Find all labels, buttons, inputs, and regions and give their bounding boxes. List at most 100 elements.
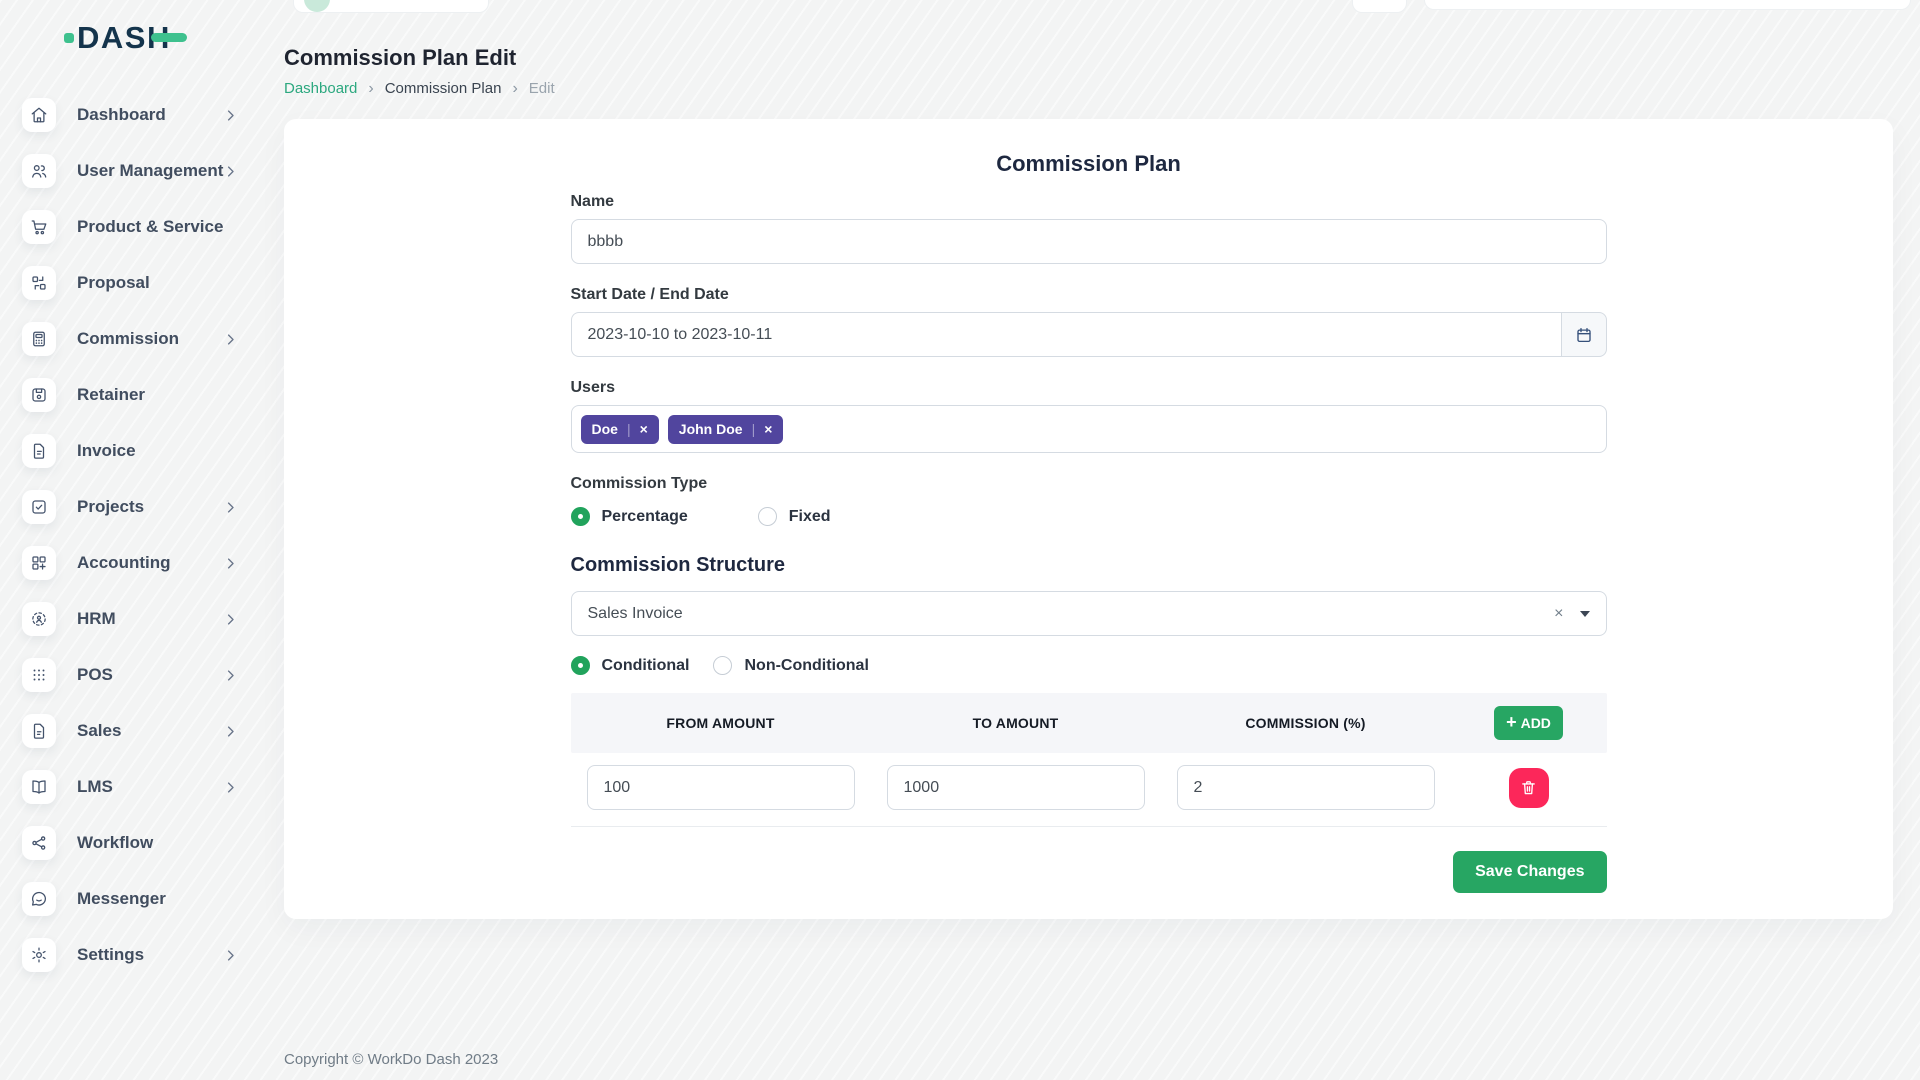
sidebar: DASH Dashboard User Management (0, 0, 255, 1080)
radio-label: Conditional (601, 656, 690, 674)
logo-accent-dot (64, 32, 74, 43)
chevron-right-icon (223, 164, 238, 179)
breadcrumb-commission-plan-link[interactable]: Commission Plan (384, 80, 502, 97)
radio-non-conditional[interactable]: Non-Conditional (713, 656, 869, 675)
sidebar-item-workflow[interactable]: Workflow (22, 815, 238, 871)
topbar-partial-widget (1424, 0, 1911, 10)
cart-icon (22, 210, 56, 244)
caret-down-icon (1579, 610, 1590, 617)
radio-conditional[interactable]: Conditional (570, 656, 690, 675)
home-icon (22, 98, 56, 132)
remove-tag-button[interactable]: × (764, 421, 773, 437)
sidebar-item-projects[interactable]: Projects (22, 479, 238, 535)
sidebar-item-label: Settings (77, 945, 145, 964)
date-range-input[interactable] (570, 312, 1561, 357)
save-changes-button[interactable]: Save Changes (1453, 851, 1607, 893)
sidebar-item-pos[interactable]: POS (22, 647, 238, 703)
hrm-icon (22, 602, 56, 636)
user-tag-label: John Doe (678, 421, 743, 437)
radio-selected-icon (570, 656, 590, 675)
pill-divider: | (626, 421, 631, 437)
sidebar-item-settings[interactable]: Settings (22, 927, 238, 983)
clear-selection-button[interactable]: × (1554, 604, 1564, 622)
sidebar-item-label: Proposal (77, 273, 150, 292)
topbar-partial-search (293, 0, 489, 13)
calculator-icon (22, 322, 56, 356)
radio-label: Non-Conditional (744, 656, 869, 674)
invoice-icon (22, 434, 56, 468)
sidebar-menu: Dashboard User Management Product & Serv… (22, 87, 255, 983)
delete-row-button[interactable] (1508, 767, 1549, 808)
column-header-to-amount: TO AMOUNT (972, 715, 1059, 731)
book-icon (22, 770, 56, 804)
radio-unselected-icon (757, 507, 777, 526)
chevron-right-icon (223, 612, 238, 627)
add-button-label: ADD (1520, 715, 1551, 731)
sidebar-item-invoice[interactable]: Invoice (22, 423, 238, 479)
sidebar-item-lms[interactable]: LMS (22, 759, 238, 815)
from-amount-input[interactable] (586, 765, 855, 810)
radio-selected-icon (570, 507, 590, 526)
sidebar-item-label: Sales (77, 721, 122, 740)
chevron-right-icon (223, 668, 238, 683)
chevron-right-icon (223, 108, 238, 123)
to-amount-input[interactable] (886, 765, 1145, 810)
app-logo[interactable]: DASH (64, 22, 214, 53)
radio-fixed[interactable]: Fixed (757, 507, 831, 526)
topbar-partial-icon (304, 0, 330, 12)
pill-divider: | (751, 421, 756, 437)
radio-percentage[interactable]: Percentage (570, 507, 688, 526)
breadcrumb-separator: › (512, 79, 518, 97)
sidebar-item-user-management[interactable]: User Management (22, 143, 238, 199)
checkbox-icon (22, 490, 56, 524)
sidebar-item-label: Invoice (77, 441, 136, 460)
trash-icon (1522, 781, 1535, 795)
sidebar-item-accounting[interactable]: Accounting (22, 535, 238, 591)
sidebar-item-label: Product & Service (77, 217, 224, 236)
topbar-partial-widget (1352, 0, 1407, 13)
sidebar-item-label: LMS (77, 777, 113, 796)
chevron-right-icon (223, 500, 238, 515)
add-row-button[interactable]: + ADD (1494, 706, 1563, 740)
commission-structure-heading: Commission Structure (570, 554, 785, 576)
proposal-icon (22, 266, 56, 300)
users-multiselect[interactable]: Doe | × John Doe | × (570, 405, 1607, 453)
sidebar-item-label: HRM (77, 609, 116, 628)
sidebar-item-label: Dashboard (77, 105, 166, 124)
accounting-icon (22, 546, 56, 580)
radio-label: Fixed (788, 507, 831, 525)
save-icon (22, 378, 56, 412)
breadcrumb-dashboard-link[interactable]: Dashboard (284, 80, 358, 97)
sidebar-item-label: Workflow (77, 833, 154, 852)
sidebar-item-hrm[interactable]: HRM (22, 591, 238, 647)
sidebar-item-messenger[interactable]: Messenger (22, 871, 238, 927)
remove-tag-button[interactable]: × (639, 421, 648, 437)
sidebar-item-label: User Management (77, 161, 224, 180)
commission-input[interactable] (1176, 765, 1435, 810)
sidebar-item-sales[interactable]: Sales (22, 703, 238, 759)
calendar-icon (1576, 327, 1591, 342)
radio-unselected-icon (713, 656, 733, 675)
chevron-right-icon (223, 948, 238, 963)
sidebar-item-proposal[interactable]: Proposal (22, 255, 238, 311)
sidebar-item-label: Commission (77, 329, 180, 348)
users-icon (22, 154, 56, 188)
breadcrumb-current: Edit (528, 80, 555, 97)
share-icon (22, 826, 56, 860)
name-input[interactable] (570, 219, 1607, 264)
chevron-right-icon (223, 724, 238, 739)
sidebar-item-label: Messenger (77, 889, 166, 908)
sidebar-item-dashboard[interactable]: Dashboard (22, 87, 238, 143)
breadcrumb-separator: › (368, 79, 374, 97)
sidebar-item-commission[interactable]: Commission (22, 311, 238, 367)
calendar-button[interactable] (1560, 312, 1607, 357)
table-header-row: FROM AMOUNT TO AMOUNT COMMISSION (%) + A… (570, 693, 1607, 753)
commission-structure-select[interactable]: Sales Invoice × (570, 591, 1607, 636)
chat-icon (22, 882, 56, 916)
sidebar-item-product-service[interactable]: Product & Service (22, 199, 238, 255)
sidebar-item-retainer[interactable]: Retainer (22, 367, 238, 423)
sidebar-item-label: POS (77, 665, 113, 684)
condition-radios: Conditional Non-Conditional (570, 656, 1607, 675)
logo-accent-dash (150, 33, 187, 42)
user-tag-label: Doe (591, 421, 618, 437)
